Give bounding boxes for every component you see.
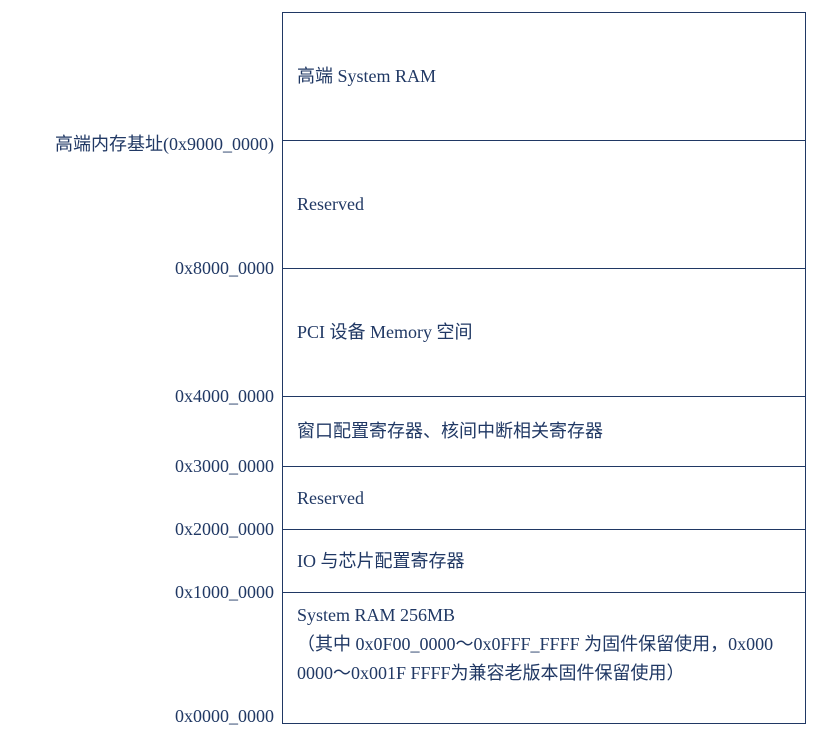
region-io-config: IO 与芯片配置寄存器 <box>283 530 805 593</box>
memory-map-diagram: 高端 System RAM Reserved PCI 设备 Memory 空间窗口配… <box>38 12 808 732</box>
region-label-reserved-lower: Reserved <box>297 484 791 513</box>
region-detail-system-ram-256: （其中 0x0F00_0000～0x0FFF_FFFF 为固件保留使用，0x00… <box>297 630 791 688</box>
address-label-3: 0x3000_0000 <box>175 456 274 477</box>
region-label-reserved-upper: Reserved <box>297 190 791 219</box>
address-label-4: 0x2000_0000 <box>175 519 274 540</box>
region-system-ram-256: System RAM 256MB（其中 0x0F00_0000～0x0FFF_F… <box>283 593 805 723</box>
region-pci-memory: PCI 设备 Memory 空间 <box>283 269 805 397</box>
address-label-0: 高端内存基址(0x9000_0000) <box>55 130 274 156</box>
address-label-1: 0x8000_0000 <box>175 258 274 279</box>
address-label-5: 0x1000_0000 <box>175 582 274 603</box>
region-label-pci-memory: PCI 设备 Memory 空间 <box>297 318 791 347</box>
region-label-system-ram-256: System RAM 256MB（其中 0x0F00_0000～0x0FFF_F… <box>297 601 791 687</box>
memory-map-box: 高端 System RAM Reserved PCI 设备 Memory 空间窗口配… <box>282 12 806 724</box>
region-reserved-upper: Reserved <box>283 141 805 269</box>
region-high-system-ram: 高端 System RAM <box>283 13 805 141</box>
region-reserved-lower: Reserved <box>283 467 805 530</box>
region-label-high-system-ram: 高端 System RAM <box>297 62 791 91</box>
region-title-system-ram-256: System RAM 256MB <box>297 601 791 630</box>
address-label-6: 0x0000_0000 <box>175 706 274 727</box>
address-label-2: 0x4000_0000 <box>175 386 274 407</box>
region-window-config: 窗口配置寄存器、核间中断相关寄存器 <box>283 397 805 467</box>
region-label-window-config: 窗口配置寄存器、核间中断相关寄存器 <box>297 417 791 446</box>
region-label-io-config: IO 与芯片配置寄存器 <box>297 547 791 576</box>
